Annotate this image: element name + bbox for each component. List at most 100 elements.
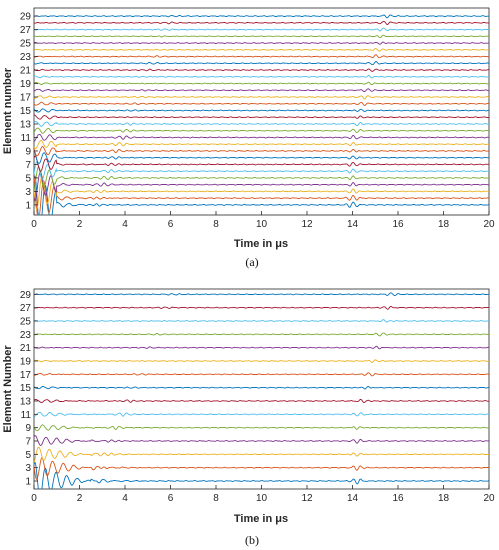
y-axis-label-b: Element Number <box>2 345 14 433</box>
y-tick-label: 25 <box>20 39 32 50</box>
trace-element-24 <box>34 48 489 52</box>
panel-label-a: (a) <box>245 255 258 269</box>
trace-element-28 <box>34 20 489 25</box>
y-tick-label: 5 <box>25 173 31 184</box>
x-tick-label: 8 <box>213 493 219 504</box>
y-tick-label: 11 <box>21 133 32 144</box>
y-tick-label: 21 <box>20 66 32 77</box>
y-tick-label: 15 <box>20 106 32 117</box>
trace-element-25 <box>34 319 489 323</box>
y-tick-label: 25 <box>20 317 32 328</box>
trace-element-27 <box>34 306 489 310</box>
plot-area-a <box>33 7 490 216</box>
trace-element-21 <box>34 345 489 350</box>
x-tick-label: 10 <box>256 493 268 504</box>
y-tick-label: 9 <box>25 423 31 434</box>
x-tick-label: 18 <box>438 493 450 504</box>
trace-element-11 <box>34 411 489 418</box>
trace-element-17 <box>34 95 489 100</box>
y-tick-label: 5 <box>25 450 31 461</box>
trace-element-12 <box>34 127 489 134</box>
plot-area-b <box>33 288 490 490</box>
x-tick-label: 8 <box>213 219 219 230</box>
trace-element-5 <box>34 446 489 463</box>
y-tick-label: 13 <box>20 119 32 130</box>
x-tick-label: 4 <box>122 493 128 504</box>
trace-element-23 <box>34 332 489 337</box>
x-tick-label: 14 <box>347 219 359 230</box>
chart-panel-b: 0 2 4 6 8 10 12 14 16 18 20 1357911131517192123252… <box>2 288 495 547</box>
trace-element-11 <box>34 133 489 142</box>
x-tick-label: 0 <box>31 219 37 230</box>
x-tick-label: 10 <box>256 219 268 230</box>
panel-label-b: (b) <box>245 533 259 547</box>
y-tick-label: 27 <box>20 25 32 36</box>
x-tick-label: 20 <box>483 219 495 230</box>
y-tick-label: 15 <box>20 383 32 394</box>
y-tick-label: 3 <box>25 187 31 198</box>
trace-element-10 <box>34 139 489 150</box>
trace-element-19 <box>34 81 489 86</box>
chart-panel-a: 0 2 4 6 8 10 12 14 16 18 20 1357911131517192123252… <box>2 7 495 269</box>
trace-element-3 <box>34 457 489 480</box>
trace-element-8 <box>34 150 489 164</box>
x-tick-label: 12 <box>301 219 313 230</box>
x-tick-label: 14 <box>347 493 359 504</box>
trace-element-15 <box>34 108 489 113</box>
trace-element-19 <box>34 359 489 363</box>
traces-b <box>34 292 489 489</box>
y-tick-label: 7 <box>25 437 31 448</box>
y-axis-label-a: Element number <box>2 67 14 154</box>
trace-element-21 <box>34 68 489 72</box>
y-tick-label: 17 <box>20 93 32 104</box>
x-tick-label: 0 <box>31 493 37 504</box>
trace-element-6 <box>34 161 489 180</box>
trace-element-25 <box>34 41 489 45</box>
trace-element-18 <box>34 88 489 93</box>
y-tick-label: 11 <box>21 410 32 421</box>
trace-group <box>34 14 489 215</box>
x-tick-label: 20 <box>483 493 495 504</box>
y-tick-label: 9 <box>25 146 31 157</box>
trace-element-16 <box>34 101 489 107</box>
y-tick-label: 13 <box>20 397 32 408</box>
y-tick-label: 3 <box>25 463 31 474</box>
trace-element-7 <box>34 155 489 172</box>
x-tick-label: 2 <box>77 219 83 230</box>
y-tick-label: 29 <box>20 12 32 23</box>
trace-element-13 <box>34 398 489 404</box>
trace-element-26 <box>34 34 489 39</box>
x-tick-label: 16 <box>392 493 404 504</box>
trace-element-13 <box>34 121 489 127</box>
trace-element-29 <box>34 14 489 19</box>
y-tick-label: 17 <box>20 370 32 381</box>
trace-element-27 <box>34 27 489 32</box>
trace-element-7 <box>34 435 489 447</box>
y-tick-label: 23 <box>20 330 32 341</box>
x-tick-label: 12 <box>301 493 313 504</box>
x-ticks-b: 0 2 4 6 8 10 12 14 16 18 20 <box>31 485 495 504</box>
x-ticks-a: 0 2 4 6 8 10 12 14 16 18 20 <box>31 211 495 230</box>
trace-element-14 <box>34 114 489 120</box>
x-tick-label: 16 <box>392 219 404 230</box>
trace-element-1 <box>34 175 489 215</box>
y-tick-label: 19 <box>20 79 32 90</box>
y-tick-label: 19 <box>20 357 32 368</box>
y-tick-label: 27 <box>20 303 32 314</box>
x-tick-label: 4 <box>122 219 128 230</box>
y-tick-label: 1 <box>25 477 31 488</box>
trace-element-4 <box>34 171 489 202</box>
trace-element-1 <box>34 461 489 489</box>
x-tick-label: 6 <box>168 493 174 504</box>
trace-element-3 <box>34 175 489 210</box>
trace-element-17 <box>34 372 489 377</box>
y-tick-label: 23 <box>20 52 32 63</box>
y-tick-label: 1 <box>25 200 31 211</box>
x-tick-label: 2 <box>77 493 83 504</box>
trace-element-22 <box>34 61 489 66</box>
trace-element-2 <box>34 175 489 215</box>
trace-element-15 <box>34 385 489 390</box>
